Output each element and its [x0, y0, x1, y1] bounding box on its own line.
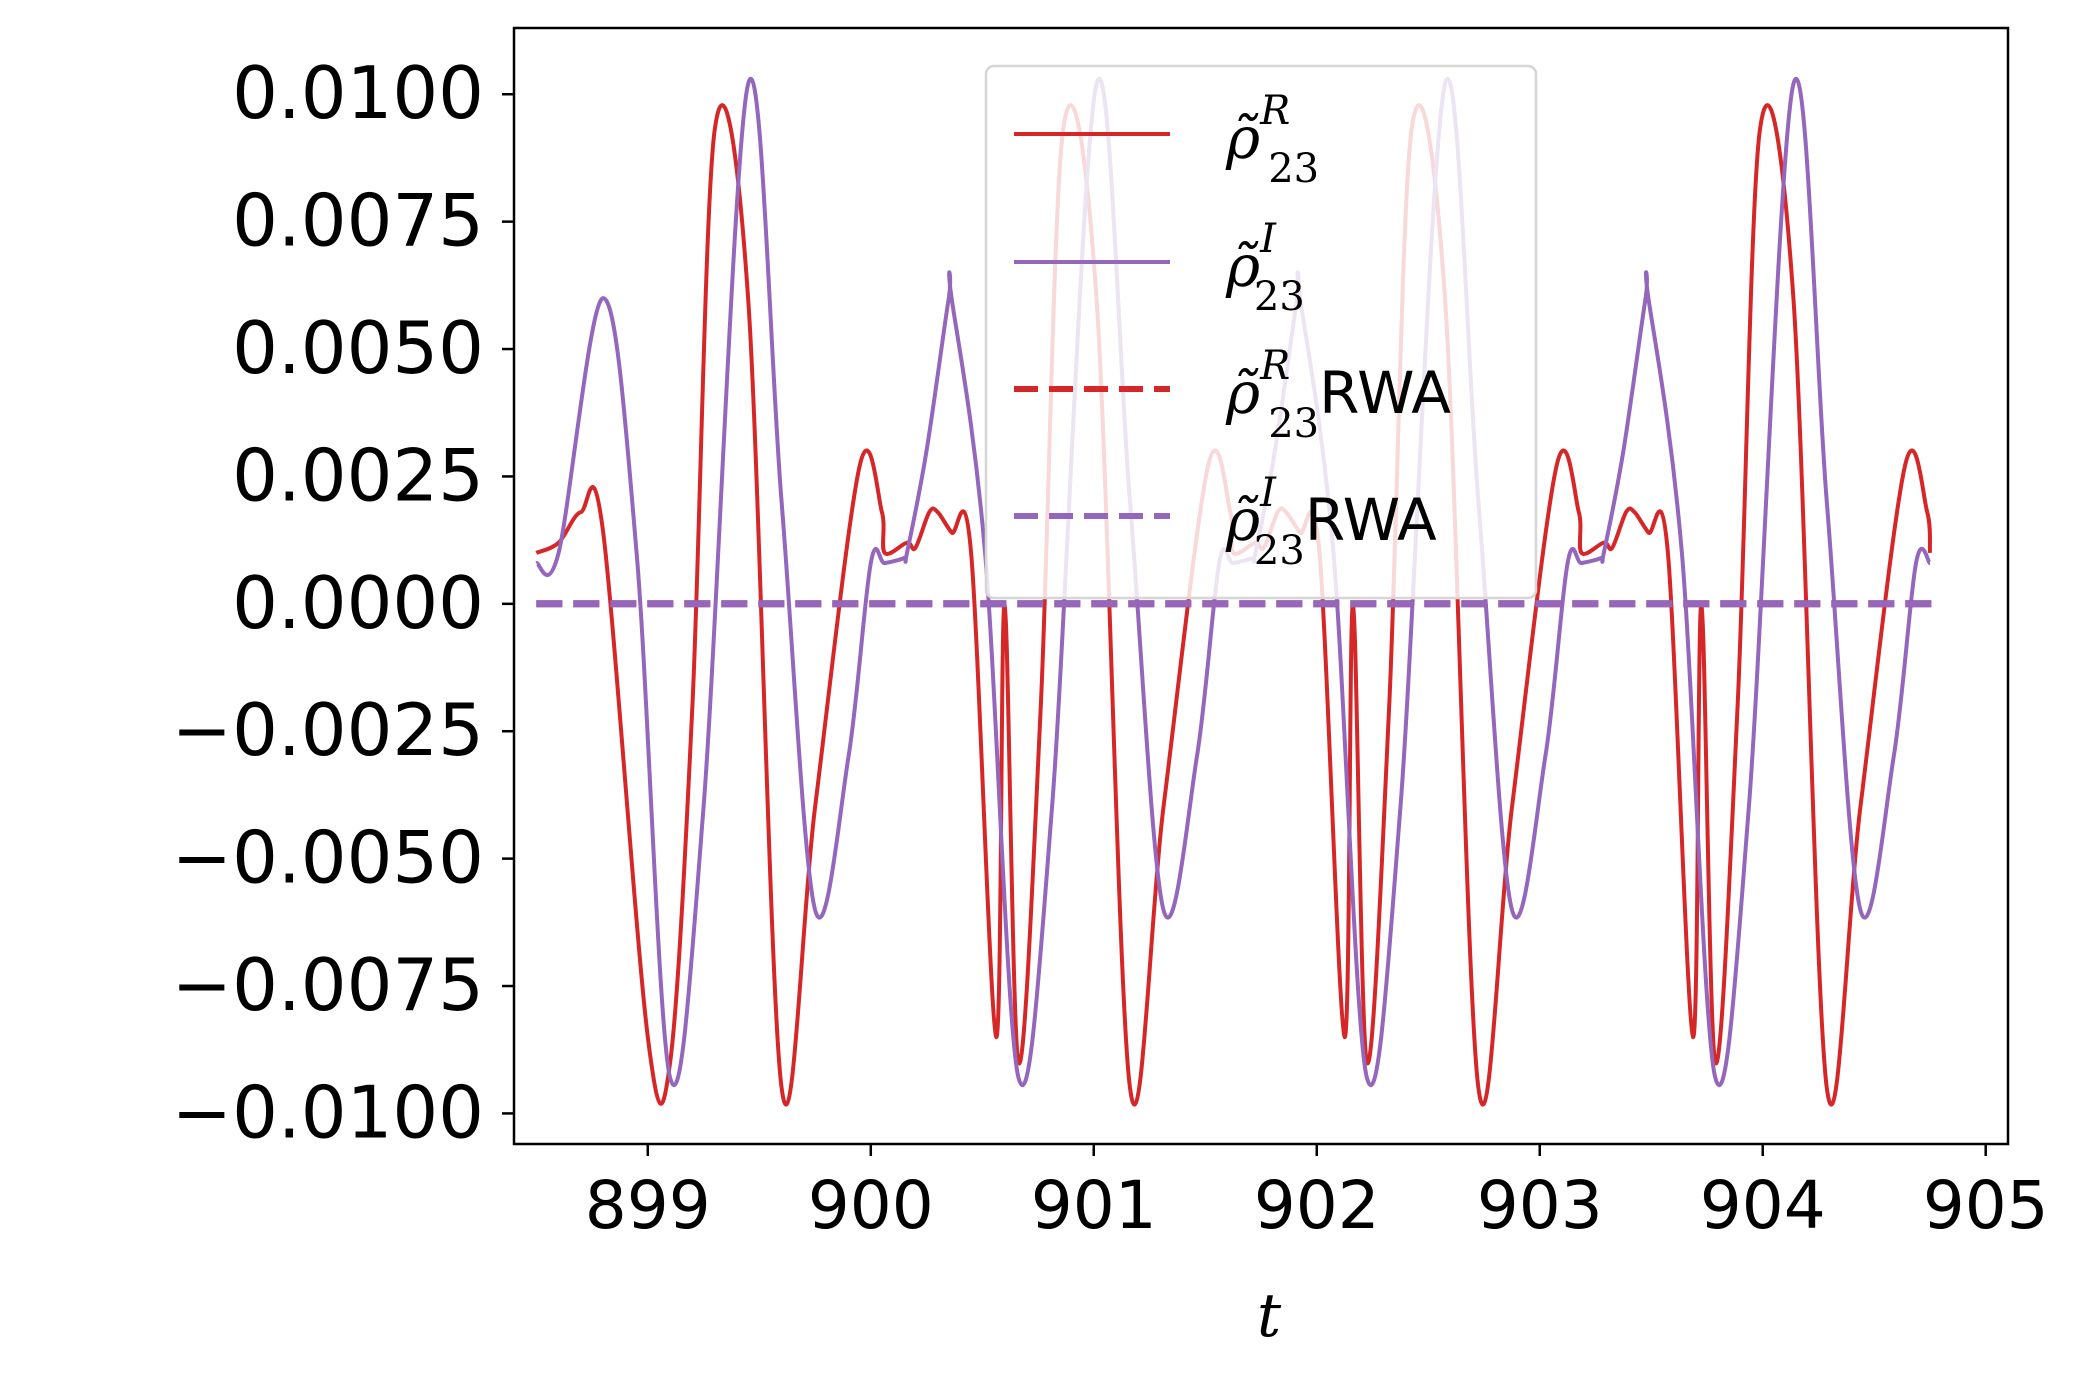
- legend-label-3: ρ̃R 23RWA: [1225, 343, 1451, 447]
- y-tick-label: −0.0050: [172, 816, 484, 900]
- axes-frame: [512, 26, 2010, 1146]
- y-tick-label: −0.0075: [172, 943, 484, 1027]
- y-tick-label: 0.0025: [232, 433, 484, 517]
- x-tick-label: 902: [1254, 1167, 1380, 1244]
- x-tick-label: 901: [1031, 1167, 1157, 1244]
- y-tick-label: −0.0025: [172, 688, 484, 772]
- x-axis-title: t: [1257, 1281, 1282, 1351]
- y-tick-label: 0.0075: [232, 179, 484, 263]
- legend-box: [984, 64, 1538, 600]
- legend-label-4: ρ̃I 23RWA: [1225, 470, 1437, 574]
- x-tick-label: 905: [1923, 1167, 2049, 1244]
- y-tick-label: 0.0100: [232, 51, 484, 135]
- legend-label-2: ρ̃I 23: [1225, 216, 1305, 320]
- x-tick-label: 904: [1700, 1167, 1826, 1244]
- x-tick-label: 900: [808, 1167, 934, 1244]
- y-tick-label: 0.0050: [232, 306, 484, 390]
- legend-label-1: ρ̃R 23: [1225, 88, 1319, 192]
- x-tick-label: 899: [585, 1167, 711, 1244]
- y-tick-label: 0.0000: [232, 561, 484, 645]
- y-tick-label: −0.0100: [172, 1070, 484, 1154]
- axes: 0.0100 0.0075 0.0050 0.0025 0.0000 −0.0025 −0.…: [172, 26, 2049, 1351]
- x-tick-label: 903: [1477, 1167, 1603, 1244]
- legend: ρ̃R 23 ρ̃I 23 ρ̃R 23RWA ρ̃I 23RWA: [984, 64, 1538, 600]
